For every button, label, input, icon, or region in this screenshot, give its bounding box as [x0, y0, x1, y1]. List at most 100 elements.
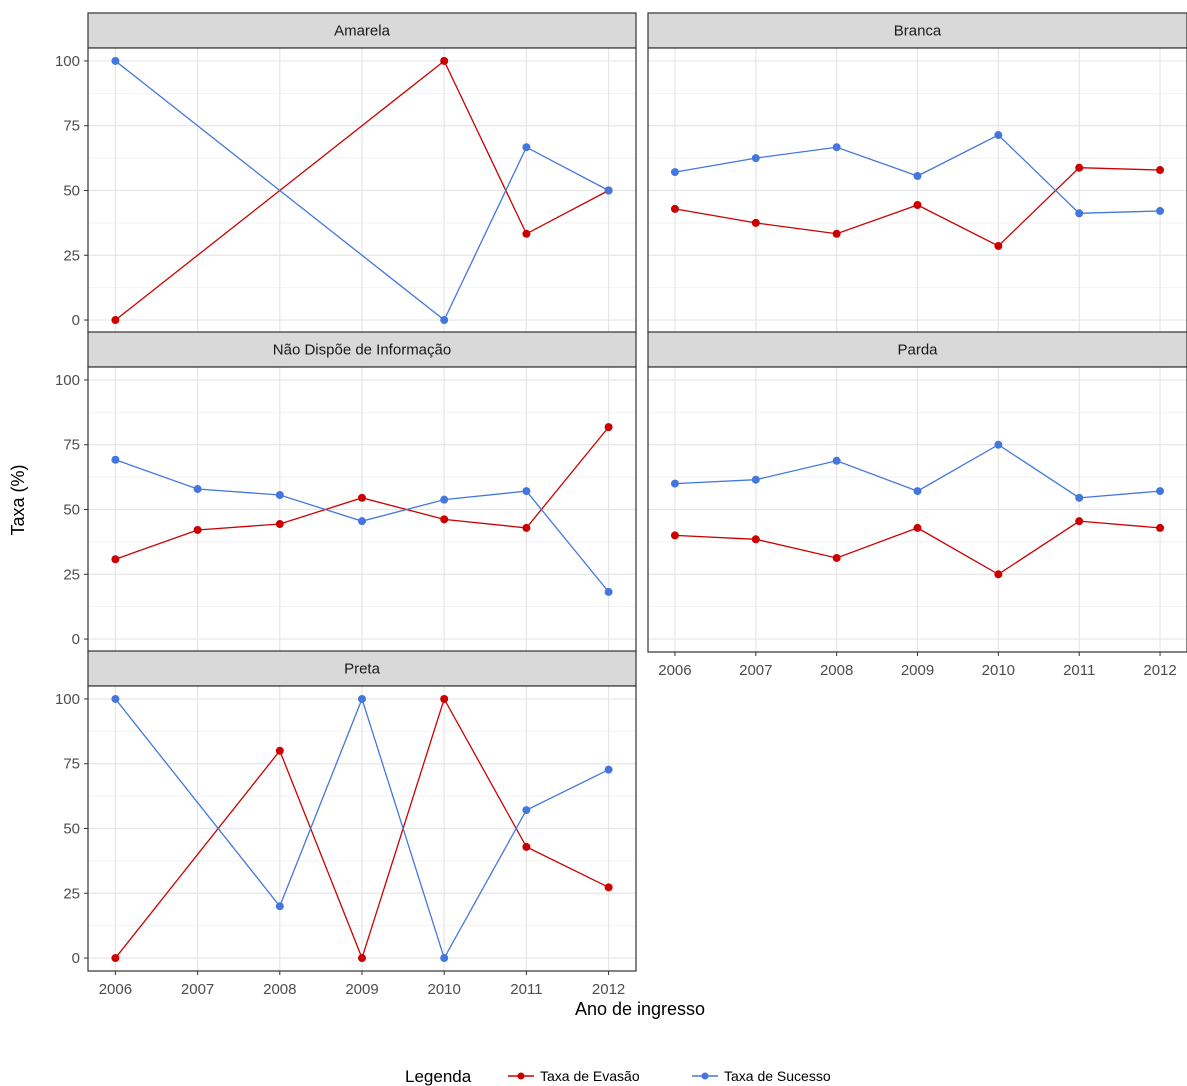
data-point	[604, 423, 613, 432]
x-tick-label: 2010	[428, 981, 461, 998]
facet-panel: Branca	[647, 12, 1187, 334]
data-point	[751, 218, 760, 227]
data-point	[358, 517, 366, 526]
x-tick-label: 2007	[739, 662, 772, 679]
y-tick-label: 100	[55, 691, 80, 708]
legend-label: Taxa de Evasão	[540, 1068, 640, 1084]
data-point	[522, 143, 531, 152]
y-tick-label: 100	[55, 53, 80, 70]
data-point	[111, 694, 120, 703]
facet-title: Preta	[344, 661, 381, 678]
data-point	[1075, 209, 1084, 218]
data-point	[832, 553, 841, 562]
x-tick-label: 2006	[658, 662, 691, 679]
data-point	[440, 316, 449, 325]
data-point	[670, 168, 679, 177]
data-point	[275, 746, 284, 755]
data-point	[832, 143, 841, 152]
facet-strip	[647, 12, 1187, 49]
data-point	[994, 241, 1003, 250]
data-point	[522, 842, 531, 851]
series-line	[114, 60, 609, 322]
facet-title: Parda	[897, 342, 938, 359]
data-point	[522, 523, 531, 532]
facet-panel: Parda 2006 2007 2008 2009 2010 2011 2012	[647, 331, 1187, 679]
x-tick-label: 2006	[99, 981, 132, 998]
data-point	[111, 954, 120, 963]
data-point	[751, 475, 760, 484]
data-point	[1075, 517, 1084, 526]
data-point	[275, 490, 284, 499]
facet-strip	[87, 12, 637, 49]
data-point	[604, 186, 613, 195]
data-point	[440, 515, 449, 524]
data-point	[440, 56, 449, 65]
data-point	[994, 131, 1003, 140]
legend-entries: Taxa de Evasão Taxa de Sucesso	[508, 1068, 831, 1084]
x-tick-label: 2012	[592, 981, 625, 998]
data-point	[1075, 163, 1084, 172]
facet-title: Branca	[894, 23, 942, 40]
y-axis-title: Taxa (%)	[8, 464, 28, 535]
data-point	[522, 806, 531, 815]
data-point	[440, 954, 449, 963]
legend-label: Taxa de Sucesso	[724, 1068, 831, 1084]
data-point	[913, 523, 922, 532]
y-tick-label: 0	[72, 950, 80, 967]
data-point	[440, 694, 449, 703]
x-tick-label: 2009	[345, 981, 378, 998]
data-point	[670, 531, 679, 540]
facet-title: Amarela	[334, 23, 391, 40]
data-point	[832, 229, 841, 238]
data-point	[111, 316, 120, 325]
data-point	[111, 555, 120, 564]
facet-strip	[87, 650, 637, 687]
legend-entry: Taxa de Evasão	[508, 1068, 640, 1084]
data-point	[275, 902, 284, 911]
series-line	[114, 697, 609, 960]
y-tick-label: 0	[72, 631, 80, 648]
x-tick-label: 2010	[982, 662, 1015, 679]
x-tick-label: 2008	[820, 662, 853, 679]
data-point	[111, 455, 120, 464]
facet-panel: Amarela 0 25 50 75 100	[55, 12, 637, 334]
y-tick-label: 50	[63, 502, 80, 519]
facet-panel: Não Dispõe de Informação 0 25 50 75 100	[55, 331, 637, 653]
data-point	[670, 479, 679, 488]
data-point	[1156, 523, 1165, 532]
y-tick-label: 0	[72, 312, 80, 329]
data-point	[193, 485, 202, 494]
data-point	[913, 171, 922, 180]
data-point	[1075, 493, 1084, 502]
x-tick-label: 2008	[263, 981, 296, 998]
data-point	[193, 525, 202, 534]
data-point	[670, 204, 679, 213]
legend-key-point	[517, 1072, 525, 1080]
data-point	[994, 570, 1003, 579]
x-tick-label: 2012	[1143, 662, 1176, 679]
facet-title: Não Dispõe de Informação	[273, 342, 451, 359]
y-tick-label: 25	[63, 566, 80, 583]
legend: Legenda Taxa de Evasão Taxa de Sucesso	[405, 1067, 831, 1086]
y-tick-label: 100	[55, 372, 80, 389]
y-tick-label: 50	[63, 183, 80, 200]
facet-strip	[87, 331, 637, 368]
chart-panels: Amarela 0 25 50 75 100 Branca Não Dispõe de Inf…	[55, 12, 1187, 998]
data-point	[1156, 487, 1165, 496]
x-tick-label: 2007	[181, 981, 214, 998]
y-tick-label: 75	[63, 756, 80, 773]
data-point	[913, 201, 922, 210]
y-tick-label: 25	[63, 247, 80, 264]
data-point	[751, 154, 760, 163]
data-point	[275, 520, 284, 529]
data-point	[522, 229, 531, 238]
facet-panel: Preta 0 25 50 75 100 2006 2007 2008 2009 2010 2011 2…	[55, 650, 637, 998]
data-point	[604, 765, 613, 774]
x-axis-title: Ano de ingresso	[575, 999, 705, 1019]
data-point	[111, 56, 120, 65]
data-point	[358, 954, 366, 963]
data-point	[1156, 166, 1165, 175]
x-tick-label: 2009	[901, 662, 934, 679]
x-tick-label: 2011	[1063, 662, 1095, 679]
